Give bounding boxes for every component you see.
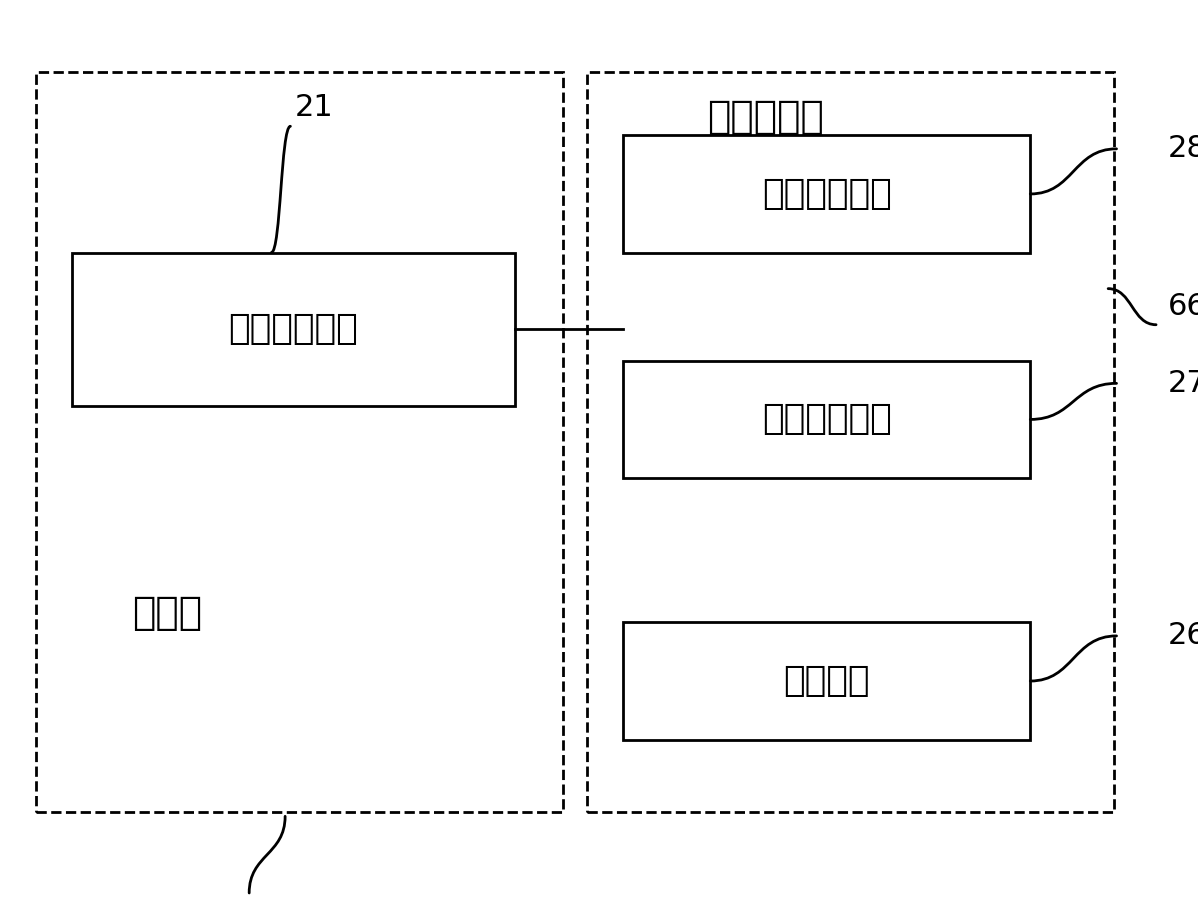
- Text: 第二确定模块: 第二确定模块: [762, 177, 891, 211]
- Bar: [36, 72, 563, 812]
- Text: 预估模块: 预估模块: [783, 664, 870, 698]
- Text: 激光投射装置: 激光投射装置: [229, 312, 358, 346]
- Bar: [623, 361, 1030, 478]
- Bar: [623, 135, 1030, 253]
- Text: 26: 26: [1168, 621, 1198, 650]
- Bar: [587, 72, 1114, 812]
- Text: 扫描间: 扫描间: [132, 594, 202, 632]
- Bar: [72, 253, 515, 406]
- Text: 计算机系统: 计算机系统: [707, 98, 824, 136]
- Text: 第一确定模块: 第一确定模块: [762, 402, 891, 437]
- Text: 27: 27: [1168, 369, 1198, 398]
- Bar: [623, 622, 1030, 740]
- Text: 661: 661: [1168, 292, 1198, 321]
- Text: 21: 21: [295, 93, 334, 122]
- Text: 28: 28: [1168, 134, 1198, 163]
